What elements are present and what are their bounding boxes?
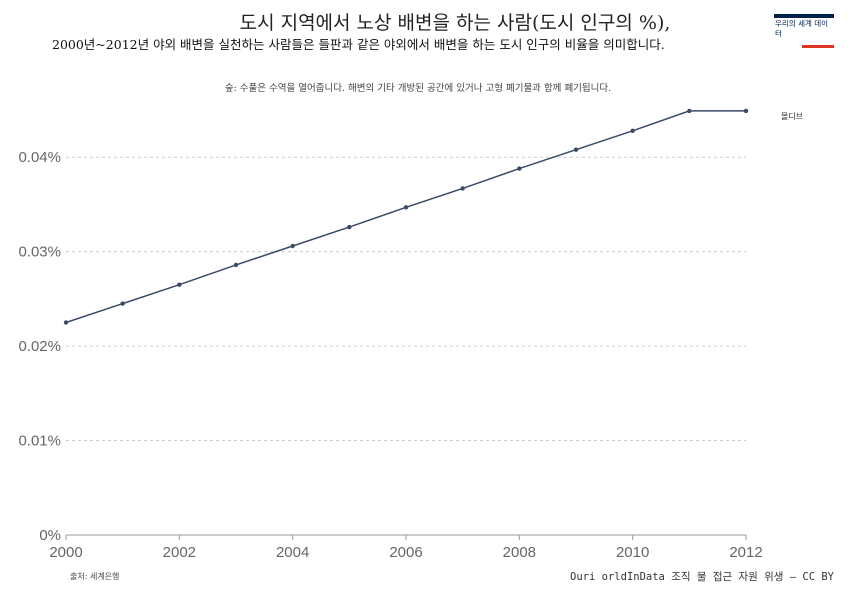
data-point <box>120 301 125 306</box>
y-tick-label: 0.01% <box>18 433 61 450</box>
data-point <box>233 262 239 268</box>
series-label: 몰디브 <box>781 112 803 121</box>
y-tick-label: 0% <box>39 527 61 544</box>
data-point <box>687 108 692 114</box>
x-tick-label: 2008 <box>503 544 536 561</box>
x-tick-label: 2004 <box>276 544 309 561</box>
source-text: 출처: 세계은행 <box>70 572 120 581</box>
data-point <box>630 128 635 133</box>
y-tick-label: 0.02% <box>18 338 61 355</box>
data-point <box>517 166 522 171</box>
data-point <box>63 320 69 325</box>
data-point <box>290 243 295 249</box>
license-text[interactable]: Ouri orldInData 조직 물 접근 자원 위생 – CC BY <box>570 571 834 583</box>
data-point <box>460 186 465 191</box>
logo-bottom-bar <box>802 45 834 48</box>
x-tick-label: 2010 <box>616 544 649 561</box>
data-point <box>347 224 352 230</box>
logo-top-bar <box>774 14 834 18</box>
data-point <box>743 108 749 114</box>
chart-subtitle: 2000년~2012년 야외 배변을 실천하는 사람들은 들판과 같은 야외에서… <box>52 37 665 52</box>
logo-text: 우리의 세계 데이터 <box>775 19 829 38</box>
series-line <box>65 110 746 324</box>
data-point <box>573 147 579 152</box>
y-tick-label: 0.04% <box>18 149 61 166</box>
data-point <box>403 205 409 210</box>
data-point <box>177 282 182 287</box>
chart-title: 도시 지역에서 노상 배변을 하는 사람(도시 인구의 %), <box>239 12 671 34</box>
y-tick-label: 0.03% <box>18 244 61 261</box>
x-tick-label: 2012 <box>729 544 762 561</box>
x-tick-label: 2000 <box>49 544 82 561</box>
x-tick-label: 2002 <box>163 544 196 561</box>
owid-logo[interactable]: 우리의 세계 데이터 <box>774 14 834 48</box>
x-tick-label: 2006 <box>389 544 422 561</box>
chart-note: 숲: 수풀은 수역을 열어줍니다. 해변의 기타 개방된 공간에 있거나 고형 … <box>224 83 612 94</box>
